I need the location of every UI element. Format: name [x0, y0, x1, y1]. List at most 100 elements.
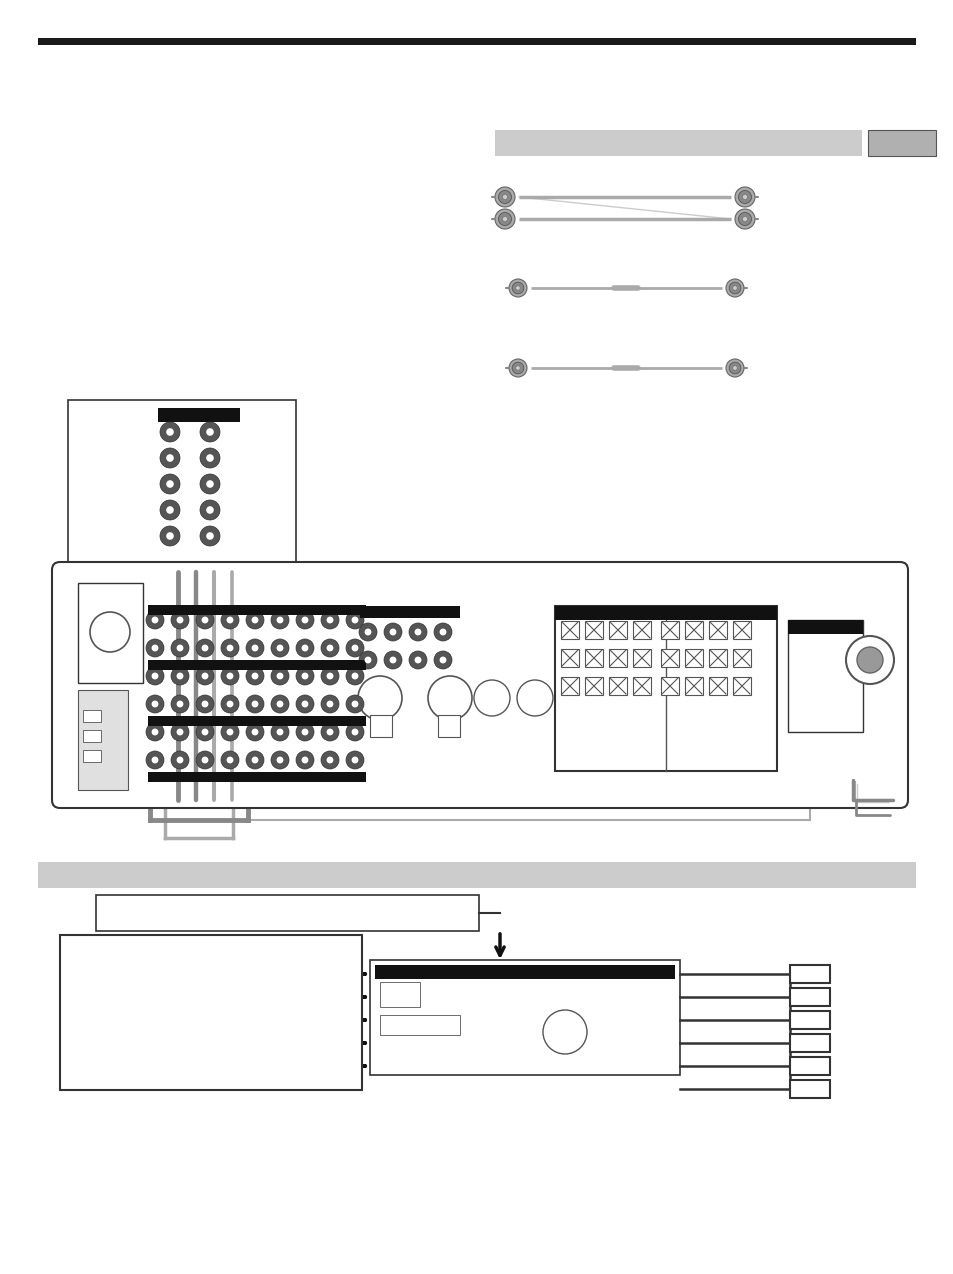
Bar	[732, 648, 750, 668]
Circle shape	[200, 474, 220, 494]
Circle shape	[738, 213, 751, 225]
Bar	[789, 964, 829, 984]
Circle shape	[295, 696, 314, 713]
Circle shape	[364, 656, 371, 664]
Circle shape	[246, 612, 264, 629]
Circle shape	[201, 729, 208, 735]
Bar	[83, 750, 101, 762]
Circle shape	[146, 640, 164, 657]
Circle shape	[326, 701, 333, 707]
Circle shape	[320, 724, 338, 741]
Circle shape	[271, 724, 289, 741]
Circle shape	[352, 729, 358, 735]
Circle shape	[357, 676, 401, 720]
Circle shape	[320, 640, 338, 657]
Bar	[560, 648, 578, 668]
Circle shape	[734, 187, 754, 206]
Circle shape	[439, 656, 446, 664]
Circle shape	[221, 750, 239, 769]
Circle shape	[276, 757, 283, 763]
Circle shape	[201, 645, 208, 651]
Circle shape	[221, 612, 239, 629]
Circle shape	[252, 673, 258, 679]
Bar	[148, 660, 366, 670]
Circle shape	[271, 612, 289, 629]
Circle shape	[166, 455, 173, 461]
Circle shape	[271, 640, 289, 657]
Circle shape	[206, 533, 213, 540]
Circle shape	[409, 623, 427, 641]
Circle shape	[146, 696, 164, 713]
Circle shape	[206, 455, 213, 461]
Circle shape	[725, 359, 743, 377]
Circle shape	[195, 640, 213, 657]
Circle shape	[176, 701, 183, 707]
Circle shape	[252, 617, 258, 623]
Bar	[148, 772, 366, 782]
Bar	[708, 620, 726, 640]
Circle shape	[728, 362, 740, 373]
Bar	[60, 935, 361, 1091]
Bar	[430, 606, 459, 618]
Circle shape	[195, 612, 213, 629]
Circle shape	[498, 213, 511, 225]
Circle shape	[152, 701, 158, 707]
Circle shape	[201, 673, 208, 679]
Bar	[708, 676, 726, 696]
Bar	[608, 648, 626, 668]
Circle shape	[346, 612, 364, 629]
Circle shape	[364, 628, 371, 636]
Circle shape	[415, 628, 421, 636]
Circle shape	[509, 279, 526, 297]
Bar	[584, 620, 602, 640]
Circle shape	[171, 696, 189, 713]
Circle shape	[276, 701, 283, 707]
Bar	[78, 691, 128, 790]
Bar	[560, 620, 578, 640]
Bar	[633, 620, 650, 640]
Bar	[495, 130, 862, 155]
Bar	[83, 710, 101, 722]
Circle shape	[166, 480, 173, 488]
Bar	[158, 408, 240, 422]
Circle shape	[152, 673, 158, 679]
Circle shape	[352, 757, 358, 763]
Circle shape	[301, 673, 308, 679]
Circle shape	[389, 656, 396, 664]
Circle shape	[221, 668, 239, 685]
Circle shape	[434, 651, 452, 669]
Circle shape	[741, 217, 747, 222]
Circle shape	[326, 645, 333, 651]
Circle shape	[146, 724, 164, 741]
Circle shape	[346, 724, 364, 741]
Circle shape	[502, 195, 507, 200]
Circle shape	[176, 673, 183, 679]
Circle shape	[320, 750, 338, 769]
Bar	[608, 620, 626, 640]
Circle shape	[346, 750, 364, 769]
Bar	[789, 1080, 829, 1098]
Circle shape	[276, 617, 283, 623]
Circle shape	[295, 724, 314, 741]
Circle shape	[271, 668, 289, 685]
Circle shape	[295, 612, 314, 629]
Bar	[732, 620, 750, 640]
Circle shape	[301, 729, 308, 735]
Circle shape	[227, 729, 233, 735]
Bar	[584, 648, 602, 668]
Bar	[732, 676, 750, 696]
Circle shape	[246, 750, 264, 769]
Circle shape	[176, 617, 183, 623]
Bar	[38, 38, 915, 45]
Circle shape	[206, 480, 213, 488]
Circle shape	[384, 623, 401, 641]
Circle shape	[221, 696, 239, 713]
Bar	[379, 982, 419, 1006]
Circle shape	[512, 362, 523, 373]
Circle shape	[246, 724, 264, 741]
Circle shape	[326, 729, 333, 735]
Circle shape	[295, 640, 314, 657]
Circle shape	[732, 285, 737, 290]
Circle shape	[160, 422, 180, 442]
Circle shape	[200, 422, 220, 442]
